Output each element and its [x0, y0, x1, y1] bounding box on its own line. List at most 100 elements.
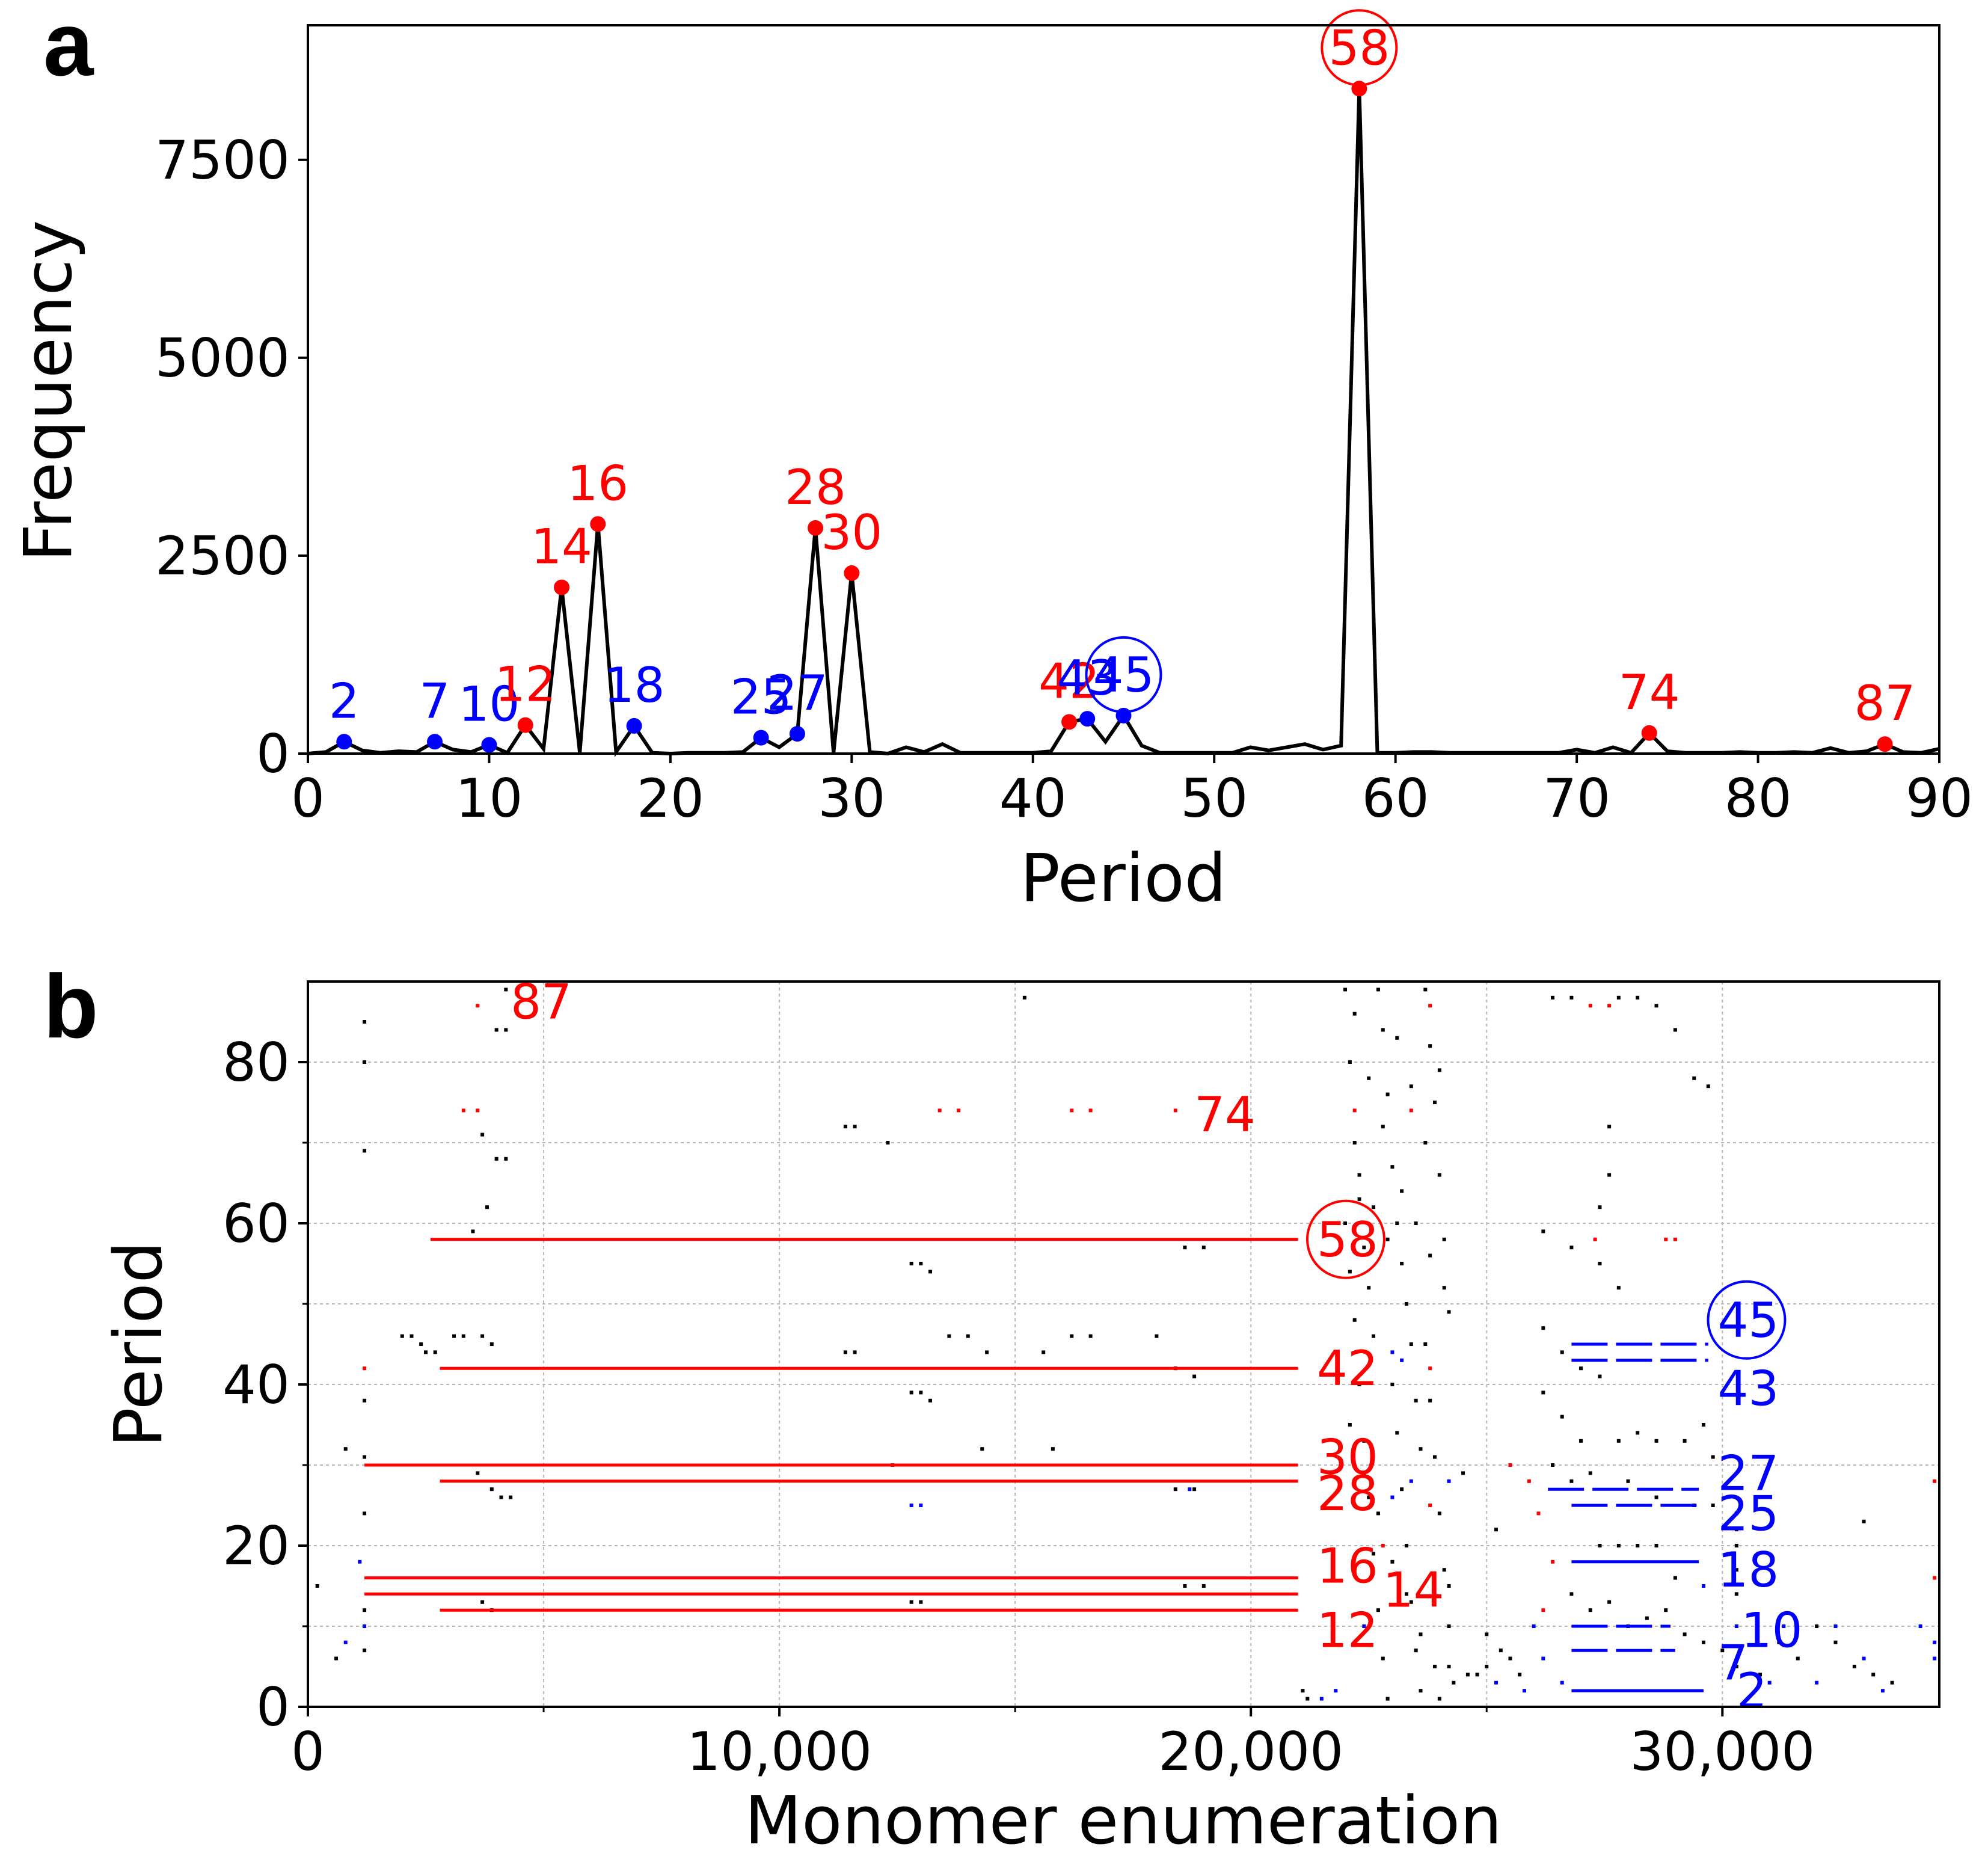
- black-point: [476, 1471, 480, 1475]
- panel-a-y-axis-title: Frequency: [10, 220, 87, 562]
- black-point: [1390, 1165, 1394, 1169]
- black-point: [1569, 995, 1574, 1000]
- panel-a-frame: [307, 24, 1940, 755]
- black-point: [928, 1270, 933, 1274]
- black-point: [1357, 1173, 1361, 1177]
- black-point: [1654, 1004, 1658, 1008]
- black-point: [1400, 1487, 1404, 1492]
- peak-marker: [590, 516, 606, 532]
- blue-point: [1334, 1689, 1338, 1693]
- black-point: [315, 1584, 319, 1588]
- black-point: [509, 1495, 513, 1499]
- black-point: [1616, 995, 1621, 1000]
- period-label: 25: [1717, 1486, 1779, 1541]
- black-point: [1711, 1504, 1715, 1507]
- peak-marker: [554, 579, 570, 595]
- black-point: [1437, 1697, 1441, 1701]
- black-point: [1367, 1286, 1371, 1290]
- black-point: [1381, 1125, 1385, 1129]
- blue-point: [1880, 1689, 1885, 1693]
- black-point: [909, 1262, 913, 1265]
- black-point: [1414, 1221, 1418, 1225]
- peak-label: 10: [459, 677, 520, 733]
- red-point: [1541, 1608, 1545, 1612]
- black-point: [334, 1656, 339, 1661]
- black-point: [1381, 1656, 1385, 1661]
- black-point: [1442, 1286, 1446, 1290]
- red-point: [1673, 1237, 1677, 1241]
- black-point: [1404, 1592, 1408, 1596]
- black-point: [1673, 1576, 1677, 1580]
- period-label: 14: [1383, 1562, 1444, 1618]
- black-point: [1376, 1511, 1380, 1516]
- peak-label: 87: [1855, 675, 1916, 731]
- black-point: [1423, 988, 1428, 992]
- x-tick-label: 10: [455, 767, 523, 829]
- black-point: [1173, 1487, 1177, 1492]
- red-point: [1536, 1511, 1541, 1516]
- peak-marker: [753, 730, 769, 746]
- red-point: [957, 1108, 961, 1113]
- peak-label: 16: [567, 455, 628, 511]
- black-point: [1598, 1544, 1602, 1547]
- peak-label-circle: [1085, 636, 1162, 713]
- black-point: [1673, 1028, 1677, 1032]
- black-point: [1357, 1197, 1361, 1201]
- black-point: [1683, 1439, 1687, 1443]
- black-point: [1541, 1390, 1545, 1395]
- black-point: [1551, 995, 1555, 1000]
- black-point: [471, 1229, 475, 1234]
- black-point: [1414, 1648, 1418, 1653]
- black-point: [1541, 1326, 1545, 1330]
- black-point: [1348, 1060, 1352, 1064]
- black-point: [1447, 1624, 1451, 1628]
- peak-marker: [626, 717, 642, 734]
- black-point: [1588, 1608, 1592, 1612]
- black-point: [1734, 1544, 1738, 1547]
- black-point: [1518, 1673, 1522, 1677]
- blue-point: [1833, 1624, 1838, 1628]
- black-point: [1409, 1342, 1413, 1346]
- red-point: [937, 1108, 942, 1113]
- black-point: [1348, 1270, 1352, 1274]
- black-point: [452, 1334, 456, 1338]
- black-point: [1734, 1592, 1738, 1596]
- y-tick-label: 0: [256, 723, 290, 785]
- period-label: 27: [1717, 1445, 1779, 1501]
- black-point: [1367, 1495, 1371, 1499]
- black-point: [424, 1350, 428, 1354]
- black-point: [1706, 1084, 1710, 1089]
- black-point: [980, 1447, 984, 1451]
- x-tick-label: 0: [291, 1721, 325, 1783]
- panel-b-points: [315, 988, 1937, 1701]
- peak-marker: [336, 734, 352, 750]
- black-point: [1419, 1447, 1423, 1451]
- black-point: [494, 1157, 499, 1161]
- black-point: [1588, 1471, 1592, 1475]
- black-point: [1372, 1334, 1376, 1338]
- blue-point: [1522, 1689, 1526, 1693]
- black-point: [1022, 995, 1026, 1000]
- panel-b-y-axis-title: Period: [100, 1241, 177, 1448]
- black-point: [363, 1455, 367, 1459]
- black-point: [1711, 1455, 1715, 1459]
- black-point: [1734, 1528, 1738, 1532]
- black-point: [1636, 1431, 1640, 1435]
- red-point: [1409, 1108, 1413, 1113]
- black-point: [1372, 1552, 1376, 1556]
- black-point: [1352, 1012, 1357, 1016]
- black-point: [1777, 1640, 1781, 1644]
- red-point: [1508, 1463, 1512, 1467]
- peak-marker: [844, 565, 860, 581]
- blue-point: [1767, 1680, 1772, 1685]
- black-point: [1428, 1044, 1432, 1048]
- period-label: 30: [1317, 1430, 1378, 1486]
- black-point: [1654, 1439, 1658, 1443]
- black-point: [1042, 1350, 1046, 1354]
- blue-point: [1447, 1479, 1451, 1483]
- black-point: [1088, 1334, 1093, 1338]
- y-tick-label: 5000: [155, 327, 290, 389]
- blue-point: [1734, 1624, 1738, 1628]
- black-point: [1890, 1680, 1894, 1685]
- black-point: [480, 1132, 485, 1137]
